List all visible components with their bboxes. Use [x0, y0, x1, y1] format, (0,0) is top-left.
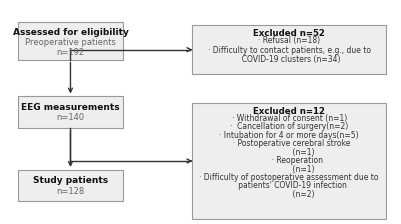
Text: n=140: n=140: [57, 113, 85, 122]
Text: patients' COVID-19 infection: patients' COVID-19 infection: [231, 181, 347, 190]
Text: Preoperative patients: Preoperative patients: [25, 39, 116, 47]
Text: · Postoperative cerebral stroke: · Postoperative cerebral stroke: [228, 139, 350, 148]
Text: Excluded n=52: Excluded n=52: [253, 29, 325, 38]
Text: · Reoperation: · Reoperation: [255, 156, 323, 165]
Text: (n=2): (n=2): [264, 190, 314, 199]
Text: (n=1): (n=1): [264, 165, 314, 174]
FancyBboxPatch shape: [18, 96, 123, 128]
Text: Study patients: Study patients: [33, 176, 108, 185]
Text: Assessed for eligibility: Assessed for eligibility: [12, 28, 128, 37]
Text: n=128: n=128: [56, 187, 85, 196]
FancyBboxPatch shape: [192, 103, 386, 219]
FancyBboxPatch shape: [18, 170, 123, 201]
Text: · Refusal (n=18): · Refusal (n=18): [258, 36, 320, 45]
FancyBboxPatch shape: [192, 25, 386, 74]
Text: · Difficulty of postoperative assessment due to: · Difficulty of postoperative assessment…: [199, 173, 379, 182]
Text: · Intubation for 4 or more days(n=5): · Intubation for 4 or more days(n=5): [219, 131, 359, 140]
Text: · Difficulty to contact patients, e.g., due to: · Difficulty to contact patients, e.g., …: [208, 46, 371, 55]
Text: · Withdrawal of consent (n=1): · Withdrawal of consent (n=1): [231, 114, 347, 123]
Text: EEG measurements: EEG measurements: [21, 103, 120, 112]
FancyBboxPatch shape: [18, 22, 123, 60]
Text: n=192: n=192: [57, 48, 85, 57]
Text: Excluded n=12: Excluded n=12: [253, 107, 325, 116]
Text: (n=1): (n=1): [264, 148, 314, 157]
Text: COVID-19 clusters (n=34): COVID-19 clusters (n=34): [237, 55, 341, 64]
Text: ·  Cancellation of surgery(n=2): · Cancellation of surgery(n=2): [230, 122, 348, 131]
